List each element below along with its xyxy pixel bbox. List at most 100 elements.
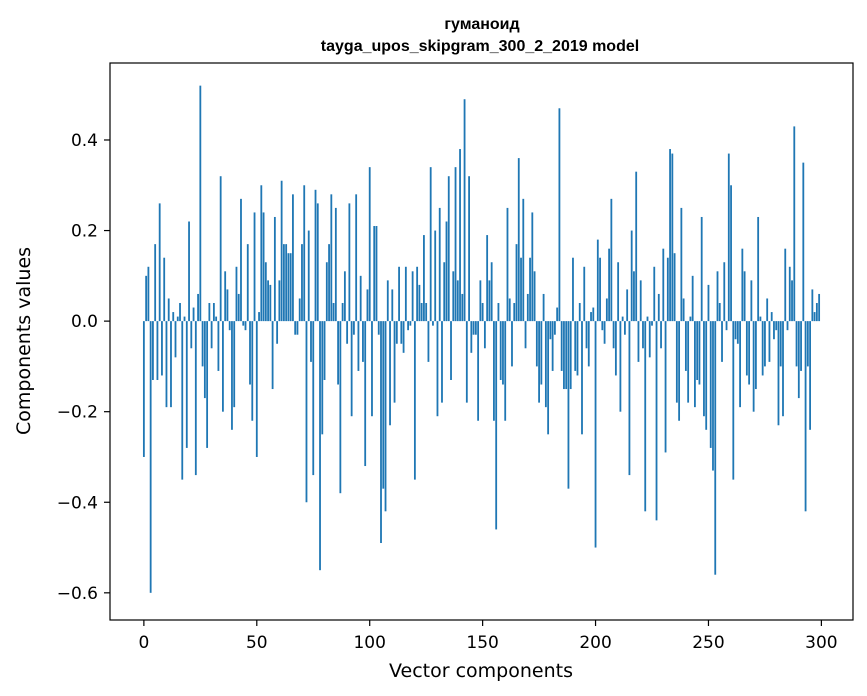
bar [605, 298, 608, 322]
bar [544, 321, 547, 408]
bar [481, 303, 484, 322]
bar [673, 253, 676, 322]
bar [619, 321, 622, 412]
bar [158, 203, 161, 322]
bar [319, 321, 321, 571]
bar [592, 307, 595, 322]
bar [235, 266, 238, 322]
bar [393, 321, 396, 403]
bar [703, 321, 705, 417]
bar [689, 316, 692, 322]
bar [470, 321, 473, 353]
bar [707, 284, 710, 322]
bar [355, 194, 358, 322]
bar [167, 298, 170, 322]
bar [276, 321, 279, 344]
bar [294, 321, 297, 335]
bar [147, 266, 150, 322]
bar [389, 321, 391, 426]
bar [402, 321, 405, 353]
bar [804, 321, 807, 512]
bar [718, 303, 721, 322]
bar [709, 321, 712, 448]
bar [305, 321, 308, 503]
bar [461, 293, 464, 322]
bar [511, 321, 513, 367]
bar [517, 158, 520, 322]
bar [644, 321, 647, 512]
bar [416, 266, 419, 322]
bar [154, 244, 157, 322]
bar [357, 321, 360, 371]
bar [515, 244, 518, 322]
y-tick-label: 0.2 [71, 222, 98, 242]
x-tick-label: 50 [246, 633, 268, 653]
bar [258, 312, 260, 322]
bar [217, 321, 220, 371]
bar [791, 280, 793, 322]
bar [362, 321, 364, 362]
bar [303, 185, 306, 322]
x-tick-label: 150 [466, 633, 498, 653]
bar [795, 321, 798, 367]
bar [409, 321, 412, 326]
bar [617, 262, 620, 322]
bar [736, 321, 739, 344]
bar [696, 321, 699, 380]
bar [366, 289, 369, 322]
bar [479, 280, 482, 322]
bar [472, 321, 475, 335]
bar [212, 303, 215, 322]
bar [486, 235, 489, 322]
bar [368, 167, 371, 322]
bar [438, 207, 441, 322]
bar [231, 321, 233, 430]
bar [240, 198, 242, 322]
bar [777, 321, 780, 426]
bar [190, 321, 193, 349]
bar [222, 321, 224, 412]
bar [614, 321, 617, 376]
bar [569, 321, 572, 390]
bar [425, 303, 428, 322]
y-axis-label: Components values [13, 247, 35, 435]
bar [732, 321, 735, 480]
bar [237, 293, 240, 322]
bar [750, 280, 753, 322]
y-tick-label: 0.0 [71, 312, 98, 332]
bar [436, 321, 439, 417]
bar [687, 321, 690, 403]
bar [761, 321, 764, 376]
bar [499, 321, 502, 380]
bar [183, 316, 186, 322]
bar [572, 257, 574, 322]
bar [766, 298, 769, 322]
bar [404, 266, 407, 322]
bar [714, 321, 717, 575]
bar [815, 303, 818, 322]
bar [307, 230, 310, 322]
bar [188, 221, 190, 322]
bar [727, 153, 730, 322]
bar [587, 321, 590, 367]
bar [432, 321, 434, 326]
bar [520, 257, 522, 322]
bar [576, 321, 579, 376]
bar [752, 321, 755, 412]
bar [712, 321, 714, 471]
bar [624, 321, 626, 335]
x-axis-label: Vector components [389, 660, 573, 682]
bar [359, 275, 362, 322]
bar [583, 266, 586, 322]
bar [454, 167, 457, 322]
bar [165, 321, 168, 408]
bar [445, 221, 448, 322]
bar [386, 280, 389, 322]
bar [705, 321, 708, 430]
bar [316, 203, 319, 322]
bar [551, 321, 554, 371]
bar [730, 185, 732, 322]
bar [739, 321, 741, 408]
bar [194, 321, 197, 476]
bar [264, 262, 267, 322]
